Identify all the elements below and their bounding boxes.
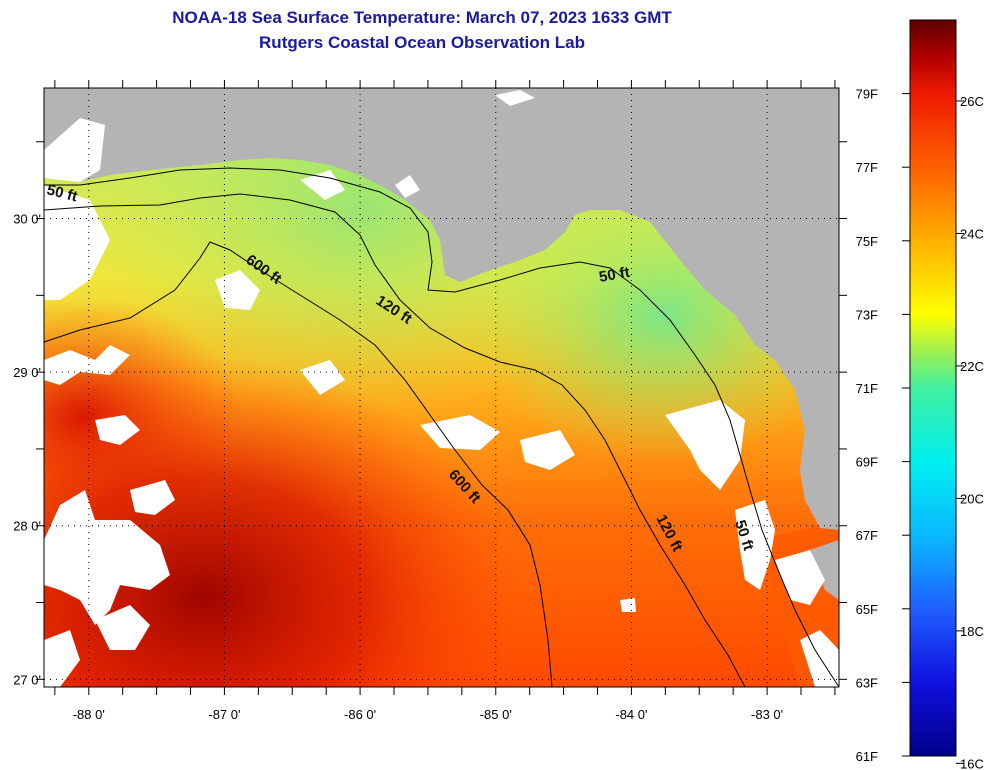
colorbar-label-c: 24C — [960, 226, 984, 241]
colorbar-label-c: 18C — [960, 624, 984, 639]
lon-tick-label: -85 0' — [480, 707, 512, 722]
colorbar-label-f: 67F — [856, 528, 878, 543]
lon-tick-label: -88 0' — [73, 707, 105, 722]
cloud-mask — [44, 90, 839, 687]
colorbar-label-c: 22C — [960, 359, 984, 374]
colorbar — [909, 19, 957, 757]
colorbar-label-f: 79F — [856, 87, 878, 102]
lat-tick-label: 29 0' — [13, 365, 41, 380]
map-area: 50 ft 50 ft 50 ft 120 ft 120 ft 600 ft 6… — [44, 88, 839, 687]
colorbar-label-f: 61F — [856, 749, 878, 764]
lon-tick-label: -84 0' — [615, 707, 647, 722]
lat-tick-label: 30 0' — [13, 212, 41, 227]
colorbar-label-f: 71F — [856, 381, 878, 396]
colorbar-label-f: 65F — [856, 602, 878, 617]
map-frame — [43, 87, 840, 688]
graticule — [44, 88, 839, 687]
colorbar-label-f: 73F — [856, 307, 878, 322]
colorbar-label-f: 69F — [856, 455, 878, 470]
map-subtitle: Rutgers Coastal Ocean Observation Lab — [259, 33, 585, 52]
axis-ticks — [36, 80, 847, 695]
land-south — [810, 540, 839, 600]
contour-label: 50 ft — [45, 181, 79, 205]
bathymetry-contours — [44, 167, 839, 687]
contour-label: 50 ft — [598, 264, 631, 286]
colorbar-label-c: 26C — [960, 94, 984, 109]
colorbar-label-f: 75F — [856, 234, 878, 249]
colorbar-labels: 79F 77F 75F 73F 71F 69F 67F 65F 63F 61F 26C 24C 22C 2… — [856, 87, 984, 770]
colorbar-label-c: 20C — [960, 491, 984, 506]
map-title: NOAA-18 Sea Surface Temperature: March 0… — [172, 8, 672, 27]
lat-tick-label: 27 0' — [13, 672, 41, 687]
lat-tick-label: 28 0' — [13, 519, 41, 534]
contour-line-50ft — [44, 167, 839, 687]
lon-tick-label: -87 0' — [208, 707, 240, 722]
land-north — [44, 88, 839, 530]
axis-labels: -88 0' -87 0' -86 0' -85 0' -84 0' -83 0' 30 0… — [13, 212, 783, 722]
colorbar-label-f: 77F — [856, 160, 878, 175]
contour-line-600ft — [44, 241, 553, 687]
contour-line-120ft — [44, 193, 746, 687]
lon-tick-label: -83 0' — [751, 707, 783, 722]
lon-tick-label: -86 0' — [344, 707, 376, 722]
colorbar-label-f: 63F — [856, 675, 878, 690]
colorbar-label-c: 16C — [960, 756, 984, 770]
